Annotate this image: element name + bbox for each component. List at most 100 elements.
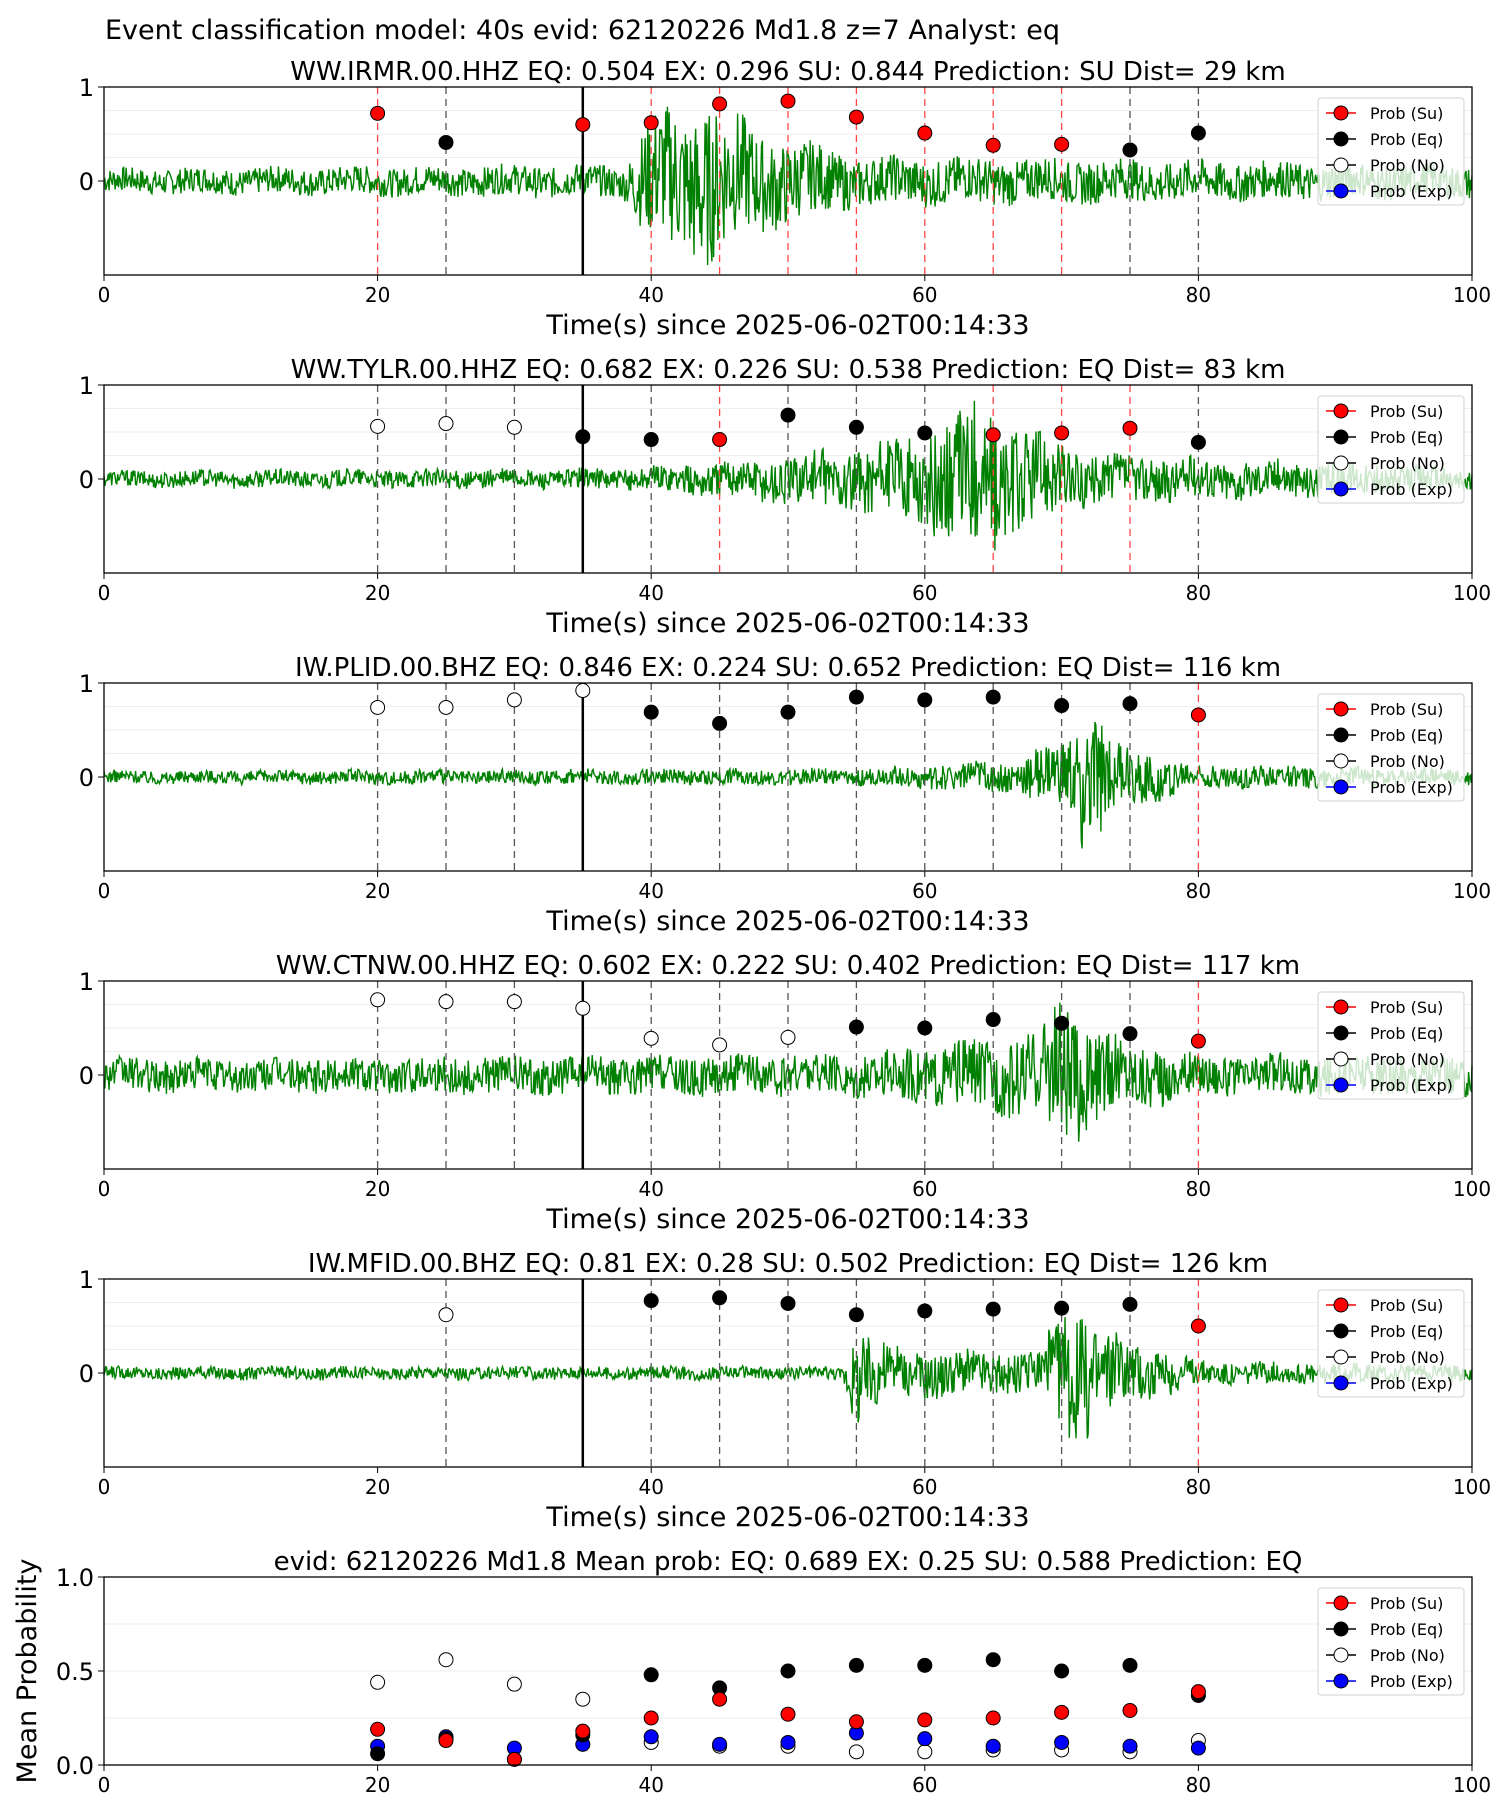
mean-point-exp [712, 1736, 728, 1752]
waveform-trace [103, 1002, 1473, 1142]
x-tick-label: 100 [1453, 1475, 1491, 1499]
x-axis-label: Time(s) since 2025-06-02T00:14:33 [545, 310, 1029, 341]
x-tick-label: 60 [912, 1773, 937, 1797]
x-tick-label: 40 [638, 1177, 663, 1201]
panel-1: WW.IRMR.00.HHZ EQ: 0.504 EX: 0.296 SU: 0… [79, 57, 1491, 341]
mean-point-su [506, 1751, 522, 1767]
prob-point-eq [917, 1020, 933, 1036]
mean-point-exp [1122, 1738, 1138, 1754]
prob-point-eq [643, 704, 659, 720]
x-tick-label: 100 [1453, 1773, 1491, 1797]
prob-point-su [917, 125, 933, 141]
prob-point-no [712, 1037, 728, 1053]
mean-point-su [985, 1710, 1001, 1726]
legend-marker-eq [1333, 1025, 1349, 1041]
prob-point-su [1054, 425, 1070, 441]
prob-point-su [985, 137, 1001, 153]
x-tick-label: 20 [365, 1475, 390, 1499]
x-tick-label: 0 [98, 581, 111, 605]
y-tick-label: 0.0 [56, 1752, 94, 1780]
x-axis-label: Time(s) since 2025-06-02T00:14:33 [545, 608, 1029, 639]
prob-point-eq [1054, 1300, 1070, 1316]
legend-label-eq: Prob (Eq) [1370, 726, 1443, 745]
y-tick-label: 1 [79, 1266, 94, 1294]
mean-point-exp [985, 1738, 1001, 1754]
mean-point-eq [643, 1667, 659, 1683]
legend-marker-no [1333, 1349, 1349, 1365]
mean-point-su [1190, 1684, 1206, 1700]
axes-frame [103, 682, 1473, 872]
x-tick-label: 20 [365, 879, 390, 903]
legend-box [1317, 97, 1465, 206]
x-tick-label: 60 [912, 283, 937, 307]
prob-point-su [712, 96, 728, 112]
y-tick-label: 0.5 [56, 1658, 94, 1686]
x-tick-label: 0 [98, 1773, 111, 1797]
prob-point-no [438, 1307, 454, 1323]
prob-point-su [1190, 1318, 1206, 1334]
panel-6: evid: 62120226 Md1.8 Mean prob: EQ: 0.68… [12, 1547, 1491, 1797]
prob-point-no [780, 1029, 796, 1045]
mean-point-no [370, 1674, 386, 1690]
panel-5: IW.MFID.00.BHZ EQ: 0.81 EX: 0.28 SU: 0.5… [79, 1249, 1491, 1533]
legend-box [1317, 991, 1465, 1100]
x-tick-label: 0 [98, 879, 111, 903]
prob-point-eq [780, 704, 796, 720]
legend-label-exp: Prob (Exp) [1370, 480, 1453, 499]
axes-frame [103, 1576, 1473, 1766]
prob-point-eq [1190, 125, 1206, 141]
prob-point-no [370, 699, 386, 715]
prob-point-su [575, 117, 591, 133]
x-tick-label: 80 [1186, 1475, 1211, 1499]
legend-marker-su [1333, 1297, 1349, 1313]
prob-point-eq [438, 134, 454, 150]
prob-point-no [643, 1030, 659, 1046]
mean-point-exp [917, 1731, 933, 1747]
mean-point-no [848, 1744, 864, 1760]
mean-point-su [575, 1723, 591, 1739]
legend-box [1317, 1587, 1465, 1696]
mean-point-exp [1190, 1740, 1206, 1756]
y-tick-label: 1 [79, 74, 94, 102]
legend-box [1317, 693, 1465, 802]
legend-label-su: Prob (Su) [1370, 700, 1443, 719]
legend-marker-no [1333, 455, 1349, 471]
legend-box [1317, 395, 1465, 504]
legend-marker-eq [1333, 1621, 1349, 1637]
legend-label-no: Prob (No) [1370, 1646, 1445, 1665]
legend-marker-no [1333, 157, 1349, 173]
panel-title: WW.CTNW.00.HHZ EQ: 0.602 EX: 0.222 SU: 0… [276, 951, 1300, 981]
legend-marker-eq [1333, 727, 1349, 743]
y-axis-label: Mean Probability [12, 1559, 43, 1784]
prob-point-su [370, 105, 386, 121]
prob-point-no [506, 419, 522, 435]
x-tick-label: 60 [912, 1475, 937, 1499]
mean-point-su [643, 1710, 659, 1726]
x-tick-label: 60 [912, 1177, 937, 1201]
y-tick-label: 0 [79, 168, 94, 196]
legend-label-eq: Prob (Eq) [1370, 1620, 1443, 1639]
mean-point-su [917, 1712, 933, 1728]
legend-label-su: Prob (Su) [1370, 104, 1443, 123]
prob-point-eq [643, 432, 659, 448]
figure-title: Event classification model: 40s evid: 62… [105, 15, 1060, 46]
x-tick-label: 80 [1186, 283, 1211, 307]
x-axis-label: Time(s) since 2025-06-02T00:14:33 [545, 1502, 1029, 1533]
y-tick-label: 0 [79, 1360, 94, 1388]
x-tick-label: 20 [365, 1773, 390, 1797]
prob-point-eq [1122, 1296, 1138, 1312]
mean-point-eq [848, 1657, 864, 1673]
mean-point-exp [643, 1729, 659, 1745]
prob-point-eq [917, 1303, 933, 1319]
prob-point-eq [780, 1295, 796, 1311]
prob-point-su [712, 432, 728, 448]
legend-box [1317, 1289, 1465, 1398]
mean-point-su [848, 1714, 864, 1730]
x-tick-label: 100 [1453, 879, 1491, 903]
legend-marker-exp [1333, 183, 1349, 199]
legend-label-exp: Prob (Exp) [1370, 182, 1453, 201]
legend-label-exp: Prob (Exp) [1370, 1076, 1453, 1095]
prob-point-su [1190, 1033, 1206, 1049]
legend-label-eq: Prob (Eq) [1370, 1322, 1443, 1341]
x-tick-label: 40 [638, 879, 663, 903]
